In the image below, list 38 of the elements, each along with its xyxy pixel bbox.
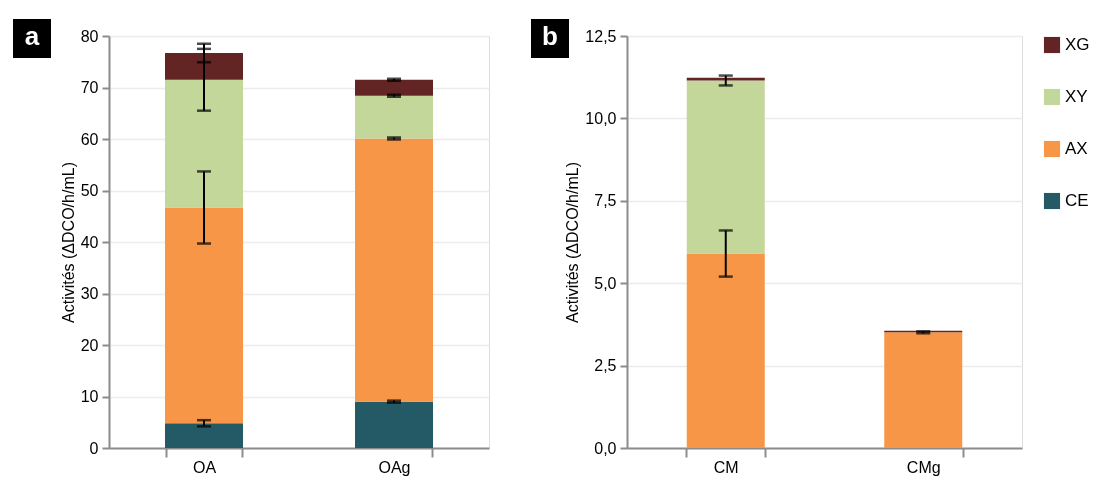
- bar: [686, 253, 765, 448]
- bar: [165, 79, 243, 208]
- legend-label: XY: [1065, 87, 1088, 106]
- y-tick-label: 12,5: [585, 27, 617, 45]
- bar: [686, 80, 765, 254]
- y-tick-label: 70: [80, 79, 99, 96]
- legend-label: AX: [1065, 139, 1088, 158]
- bar: [884, 332, 963, 448]
- y-tick-label: 10,0: [585, 109, 617, 127]
- y-tick-label: 0,0: [594, 439, 617, 457]
- bar: [355, 401, 433, 448]
- text: a: [24, 21, 40, 51]
- y-tick-label: 30: [80, 285, 99, 302]
- legend-label: CE: [1065, 191, 1089, 210]
- y-tick-label: 40: [80, 233, 99, 251]
- y-axis-title: Activités (ΔDCO/h/mL): [59, 162, 77, 323]
- bar: [355, 79, 433, 96]
- y-tick-label: 50: [80, 182, 99, 199]
- bar: [165, 423, 243, 448]
- y-tick-label: 5,0: [594, 274, 617, 292]
- y-axis-title: Activités (ΔDCO/h/mL): [564, 162, 582, 323]
- bar: [355, 138, 433, 402]
- x-tick-label: CM: [713, 458, 739, 476]
- x-tick-label: CMg: [906, 458, 941, 476]
- y-tick-label: 60: [80, 130, 99, 148]
- bar: [355, 95, 433, 139]
- y-tick-label: 10: [80, 388, 99, 405]
- x-tick-label: OAg: [378, 458, 411, 476]
- text: b: [542, 21, 558, 51]
- x-tick-label: OA: [192, 458, 217, 476]
- y-tick-label: 2,5: [594, 357, 617, 375]
- y-tick-label: 80: [80, 27, 99, 45]
- bar: [165, 207, 243, 424]
- y-tick-label: 0: [89, 439, 99, 457]
- bar: [165, 53, 243, 80]
- legend-label: XG: [1065, 35, 1090, 54]
- y-tick-label: 20: [80, 336, 99, 354]
- y-tick-label: 7,5: [594, 192, 617, 210]
